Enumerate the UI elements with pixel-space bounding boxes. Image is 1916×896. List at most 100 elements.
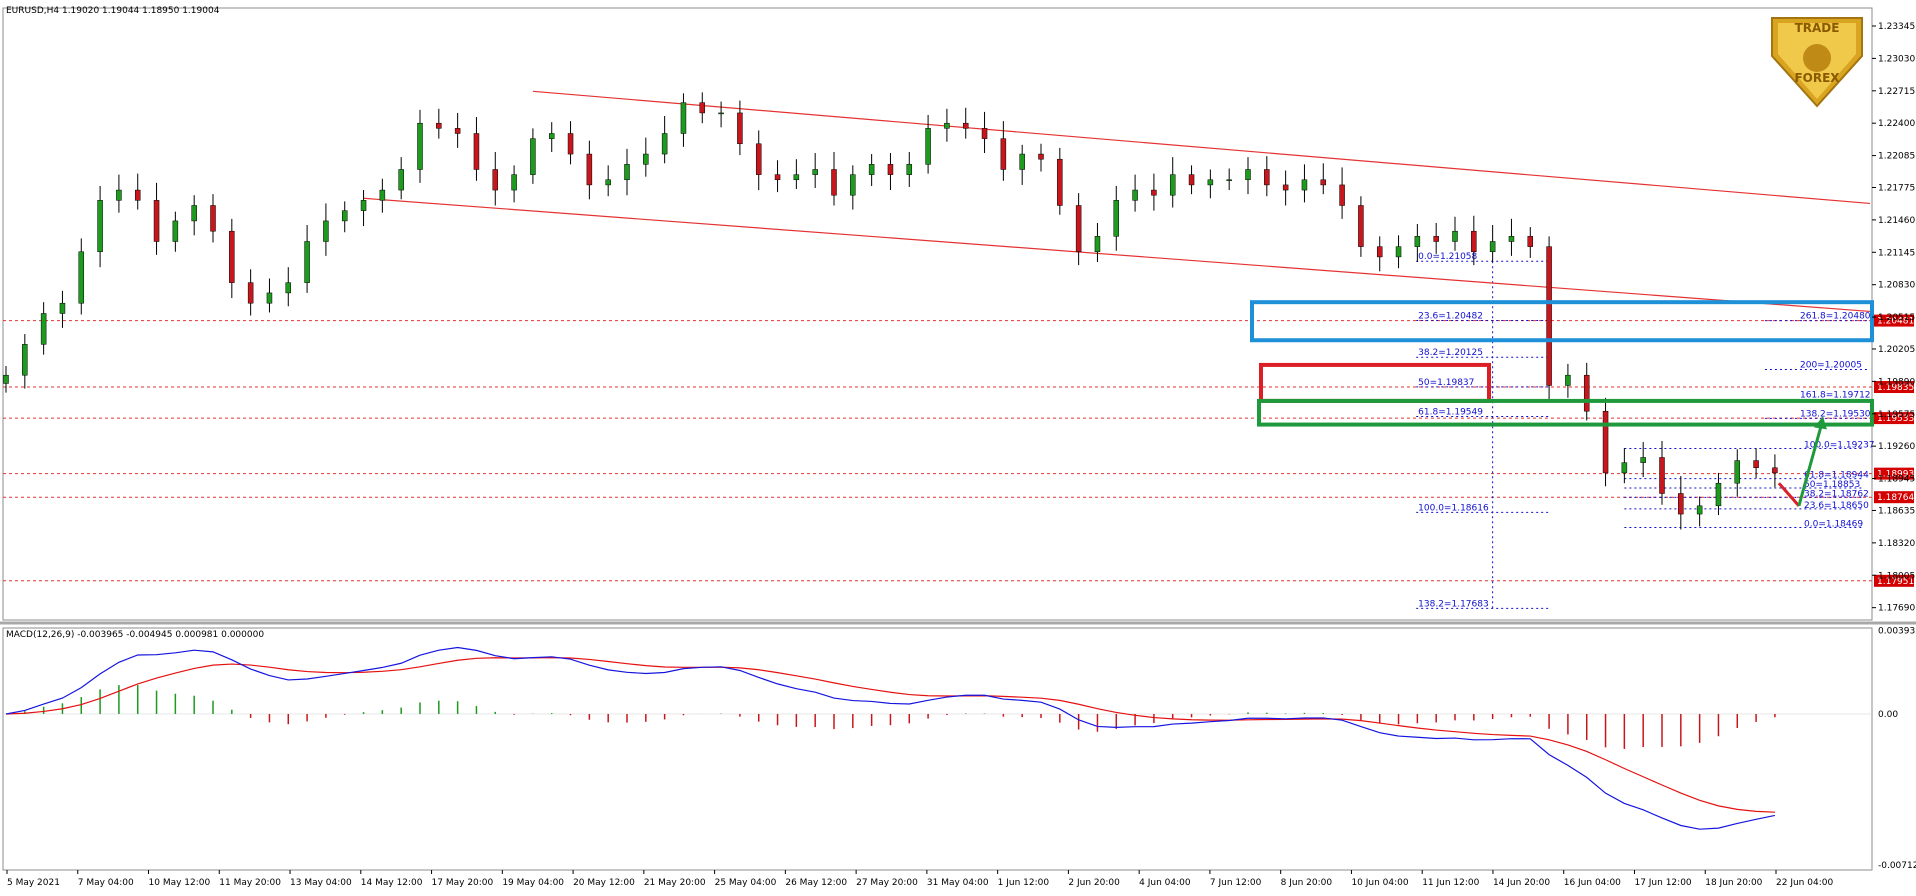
time-tick-label: 21 May 20:00 xyxy=(644,878,706,888)
candle-bear xyxy=(1433,236,1439,242)
price-level-badge-text: 1.17951 xyxy=(1877,577,1914,587)
time-tick-label: 14 Jun 20:00 xyxy=(1493,878,1550,888)
time-tick-label: 10 Jun 04:00 xyxy=(1351,878,1408,888)
candle-bear xyxy=(492,169,499,191)
candle-bull xyxy=(1696,505,1703,515)
macd-main-line xyxy=(5,646,1776,830)
candle-bull xyxy=(285,282,292,294)
chart-header: EURUSD,H4 1.19020 1.19044 1.18950 1.1900… xyxy=(6,6,220,16)
candle-bull xyxy=(1113,200,1120,237)
candle-bull xyxy=(624,164,630,181)
price-level-badge-text: 1.19533 xyxy=(1877,414,1914,424)
candle-bull xyxy=(680,102,687,134)
price-level-badge xyxy=(1874,574,1914,587)
candle-bull xyxy=(3,374,9,384)
candle-bear xyxy=(1602,410,1609,474)
candle-bull xyxy=(1019,153,1025,170)
candle-bull xyxy=(59,302,66,314)
price-tick-label: 1.21460 xyxy=(1878,216,1915,226)
svg-text:TRADE: TRADE xyxy=(1795,21,1840,35)
candle-bear xyxy=(1339,184,1345,206)
time-tick-label: 7 May 04:00 xyxy=(78,878,134,888)
time-tick-label: 22 Jun 04:00 xyxy=(1776,878,1833,888)
fib-ext-label: 261.8=1.20480 xyxy=(1800,312,1871,322)
macd-signal-line xyxy=(5,657,1775,813)
candle-bull xyxy=(1489,241,1496,253)
candle-bear xyxy=(473,133,480,170)
candle-bull xyxy=(1207,179,1214,186)
candle-bull xyxy=(304,241,310,283)
candle-bear xyxy=(1151,189,1157,196)
candle-bear xyxy=(1320,179,1327,186)
candle-bull xyxy=(944,122,950,129)
candle-bull xyxy=(1226,179,1232,182)
time-tick-label: 31 May 04:00 xyxy=(927,878,989,888)
price-tick-label: 1.18945 xyxy=(1878,475,1915,485)
trade-logo: TRADE FOREX xyxy=(1771,17,1863,108)
candle-bull xyxy=(1452,230,1458,242)
candle-bear xyxy=(1358,205,1364,247)
candle-bear xyxy=(1282,184,1289,191)
fib-left-label: 23.6=1.20482 xyxy=(1418,311,1483,321)
candle-bull xyxy=(379,189,386,201)
candle-bull xyxy=(341,210,348,222)
fib-left-label: 61.8=1.19549 xyxy=(1418,407,1483,417)
candle-bull xyxy=(172,220,179,242)
zone-box-green xyxy=(1257,398,1874,427)
fib-left-label: 50=1.19837 xyxy=(1418,378,1474,388)
main-plot-frame xyxy=(2,7,1873,621)
time-tick-label: 7 Jun 12:00 xyxy=(1210,878,1262,888)
candle-bear xyxy=(1188,174,1195,186)
candle-bear xyxy=(1075,205,1082,253)
channel-lower-line xyxy=(363,197,1871,313)
time-tick-label: 11 Jun 12:00 xyxy=(1422,878,1479,888)
candle-bear xyxy=(699,102,706,114)
price-level-badge xyxy=(1874,381,1914,394)
candle-bear xyxy=(1264,169,1270,186)
candle-bull xyxy=(718,112,724,115)
svg-text:FOREX: FOREX xyxy=(1794,71,1840,85)
candle-bull xyxy=(812,169,818,175)
fib-ret-label: 50=1.18853 xyxy=(1804,480,1860,490)
price-tick-label: 1.18005 xyxy=(1878,571,1915,581)
candle-bull xyxy=(1094,236,1101,253)
candle-bear xyxy=(737,112,743,145)
price-level-badge xyxy=(1874,491,1914,504)
fib-ret-label: 23.6=1.18650 xyxy=(1804,501,1869,511)
price-tick-label: 1.18635 xyxy=(1878,506,1915,516)
candle-bull xyxy=(1414,236,1421,247)
candle-bear xyxy=(1000,138,1007,170)
time-tick-label: 13 May 04:00 xyxy=(290,878,352,888)
time-tick-label: 1 Jun 12:00 xyxy=(998,878,1050,888)
price-tick-label: 1.18320 xyxy=(1878,539,1915,549)
fib-left-label: 138.2=1.17683 xyxy=(1418,599,1489,609)
price-level-badge-text: 1.18764 xyxy=(1877,493,1914,503)
candle-bear xyxy=(586,153,593,186)
fib-left-label: 100.0=1.18616 xyxy=(1418,503,1489,513)
up-arrow-stroke xyxy=(1797,419,1825,507)
candle-bear xyxy=(1583,374,1590,412)
fib-ret-label: 0.0=1.18469 xyxy=(1804,520,1863,530)
candle-bear xyxy=(153,200,160,242)
fib-left-label: 38.2=1.20125 xyxy=(1418,348,1483,358)
candle-bull xyxy=(40,313,47,345)
candle-bear xyxy=(962,122,969,129)
candle-bull xyxy=(266,292,273,304)
time-tick-label: 17 Jun 12:00 xyxy=(1634,878,1691,888)
time-tick-label: 27 May 20:00 xyxy=(856,878,918,888)
candle-bear xyxy=(210,205,216,232)
candle-bull xyxy=(661,133,668,155)
candle-bear xyxy=(567,133,574,155)
candle-bull xyxy=(605,179,611,186)
candle-bull xyxy=(1132,189,1138,201)
candle-bear xyxy=(247,282,254,304)
price-tick-label: 1.19575 xyxy=(1878,410,1915,420)
candle-bear xyxy=(755,143,762,175)
time-tick-label: 16 Jun 04:00 xyxy=(1564,878,1621,888)
candle-bear xyxy=(436,122,442,129)
candle-bull xyxy=(1508,236,1515,242)
price-tick-label: 1.22715 xyxy=(1878,87,1915,97)
candle-bear xyxy=(229,230,235,283)
fib-ret-label: 38.2=1.18762 xyxy=(1804,489,1869,499)
